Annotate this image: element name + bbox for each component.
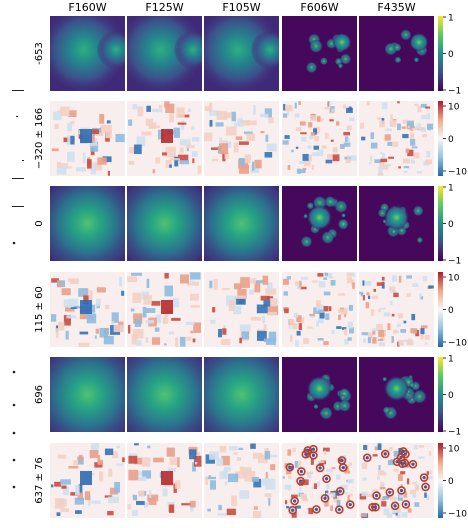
colorbar-residual-r5	[438, 443, 443, 518]
panel-r0-c2	[204, 16, 279, 91]
column-header-f435w: F435W	[377, 1, 415, 14]
colorbar-tick-r4-2: −1	[448, 428, 461, 438]
colorbar-tick-r3-2: −10	[448, 339, 467, 349]
row-label-2: 0	[34, 220, 45, 226]
column-header-f160w: F160W	[68, 1, 106, 14]
colorbar-tick-r4-1: 0	[448, 391, 454, 401]
panel-r4-c0	[50, 357, 125, 432]
panel-r0-c3	[282, 16, 357, 91]
colorbar-tick-r0-0: 1	[448, 14, 454, 24]
panel-r3-c3	[282, 272, 357, 347]
panel-r3-c4	[359, 272, 434, 347]
row-label-5: 637 ± 76	[34, 457, 45, 504]
row-label-3: 115 ± 60	[34, 286, 45, 333]
column-header-f105w: F105W	[222, 1, 260, 14]
column-header-f125w: F125W	[145, 1, 183, 14]
panel-r0-c0	[50, 16, 125, 91]
panel-r1-c4	[359, 101, 434, 176]
panel-r4-c2	[204, 357, 279, 432]
row-label-4: 696	[34, 385, 45, 404]
colorbar-tick-r1-1: 0	[448, 135, 454, 145]
colorbar-tick-r0-1: 0	[448, 50, 454, 60]
colorbar-tick-r3-0: 10	[448, 274, 460, 284]
colorbar-tick-r2-1: 0	[448, 220, 454, 230]
colorbar-tick-r4-0: 1	[448, 355, 454, 365]
colorbar-tick-r0-2: −1	[448, 87, 461, 97]
panel-r4-c1	[127, 357, 202, 432]
colorbar-tick-r5-2: −10	[448, 510, 467, 520]
panel-r5-c3	[282, 443, 357, 518]
panel-r1-c3	[282, 101, 357, 176]
panel-r2-c2	[204, 186, 279, 261]
colorbar-image-r2	[438, 186, 443, 261]
panel-r2-c4	[359, 186, 434, 261]
colorbar-tick-r3-1: 0	[448, 306, 454, 316]
panel-r4-c4	[359, 357, 434, 432]
panel-r5-c1	[127, 443, 202, 518]
panel-r3-c2	[204, 272, 279, 347]
colorbar-image-r0	[438, 16, 443, 91]
panel-r5-c0	[50, 443, 125, 518]
panel-r0-c1	[127, 16, 202, 91]
panel-r1-c0	[50, 101, 125, 176]
colorbar-tick-r1-0: 10	[448, 103, 460, 113]
panel-r2-c0	[50, 186, 125, 261]
panel-r2-c3	[282, 186, 357, 261]
colorbar-residual-r1	[438, 101, 443, 176]
panel-r5-c4	[359, 443, 434, 518]
panel-r3-c1	[127, 272, 202, 347]
panel-r1-c2	[204, 101, 279, 176]
row-label-1: −320 ± 166	[34, 108, 45, 169]
panel-r3-c0	[50, 272, 125, 347]
colorbar-tick-r5-1: 0	[448, 477, 454, 487]
panel-r1-c1	[127, 101, 202, 176]
panel-r4-c3	[282, 357, 357, 432]
colorbar-tick-r5-0: 10	[448, 445, 460, 455]
panel-r5-c2	[204, 443, 279, 518]
column-header-f606w: F606W	[300, 1, 338, 14]
panel-r0-c4	[359, 16, 434, 91]
panel-r2-c1	[127, 186, 202, 261]
colorbar-image-r4	[438, 357, 443, 432]
colorbar-tick-r2-2: −1	[448, 257, 461, 267]
colorbar-tick-r2-0: 1	[448, 184, 454, 194]
colorbar-tick-r1-2: −10	[448, 168, 467, 178]
row-label-0: -653	[34, 42, 45, 65]
colorbar-residual-r3	[438, 272, 443, 347]
